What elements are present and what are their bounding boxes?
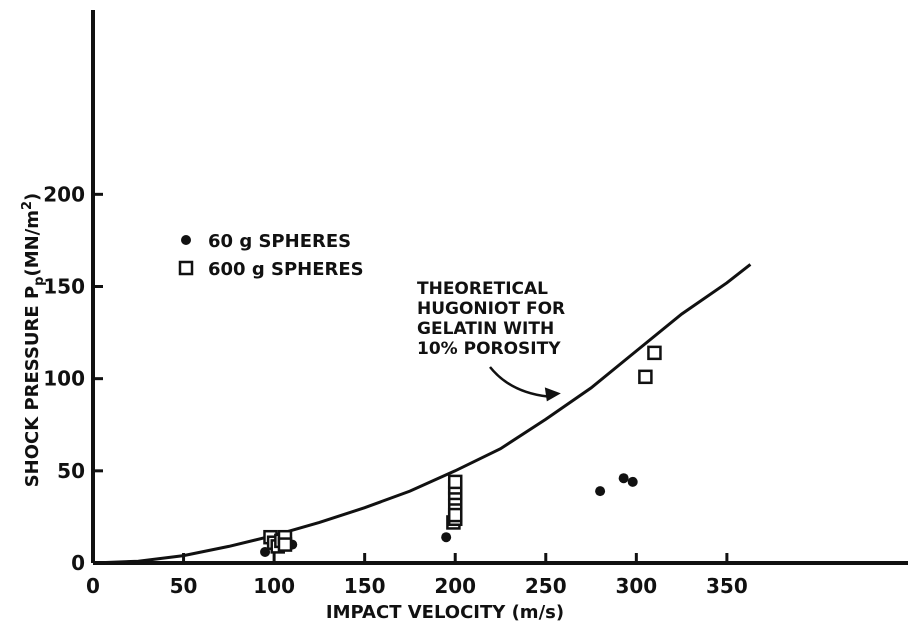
y-axis-label-main: SHOCK PRESSURE P: [22, 286, 43, 487]
legend-label-600g: 600 g SPHERES: [208, 259, 364, 280]
y-tick-label: 50: [57, 459, 85, 483]
x-tick-label: 250: [525, 574, 567, 598]
legend-marker-600g: [178, 260, 194, 276]
point-600g-sphere: [647, 345, 662, 361]
point-60g-sphere: [441, 532, 452, 543]
hugoniot-curve-layer: [92, 263, 752, 565]
annotation-line: THEORETICAL: [417, 279, 548, 299]
y-tick-label: 100: [43, 367, 85, 391]
y-axis-label-units: (MN/m: [22, 210, 43, 277]
x-tick-label: 100: [253, 574, 295, 598]
x-tick-label: 50: [170, 574, 198, 598]
annotation-line: GELATIN WITH: [417, 319, 554, 339]
y-tick-label: 0: [71, 551, 85, 575]
point-600g-sphere: [447, 474, 463, 490]
annotation-line: 10% POROSITY: [417, 339, 561, 359]
point-60g-sphere: [618, 473, 629, 484]
x-tick-label: 0: [86, 574, 100, 598]
x-tick-label: 300: [615, 574, 657, 598]
y-axis-label-close: ): [22, 193, 43, 201]
point-600g-sphere: [638, 369, 653, 385]
point-600g-sphere: [447, 507, 463, 523]
legend-marker-60g: [181, 235, 191, 245]
ticks: 0 50 100 150 200 250 300 350 0 50 100 150 200: [43, 182, 748, 598]
annotation-arrowhead: [544, 387, 561, 402]
annotation-line: HUGONIOT FOR: [417, 299, 565, 319]
point-60g-sphere: [595, 486, 606, 497]
point-600g-sphere: [277, 537, 293, 552]
x-axis-label: IMPACT VELOCITY (m/s): [326, 602, 564, 623]
y-axis-label-superscript: 2: [20, 201, 35, 210]
legend: 60 g SPHERES 600 g SPHERES: [178, 231, 364, 280]
hugoniot-curve: [92, 263, 752, 565]
legend-label-60g: 60 g SPHERES: [208, 231, 351, 252]
y-axis-label-subscript: p: [32, 277, 47, 286]
x-tick-label: 350: [706, 574, 748, 598]
annotation-arrow: [489, 366, 547, 398]
point-60g-sphere: [627, 476, 638, 487]
data-points-layer: [260, 345, 662, 557]
y-tick-label: 200: [43, 182, 85, 206]
x-tick-label: 150: [344, 574, 386, 598]
y-axis-label: SHOCK PRESSURE Pp(MN/m2): [20, 193, 47, 488]
x-tick-label: 200: [434, 574, 476, 598]
y-tick-label: 150: [43, 275, 85, 299]
